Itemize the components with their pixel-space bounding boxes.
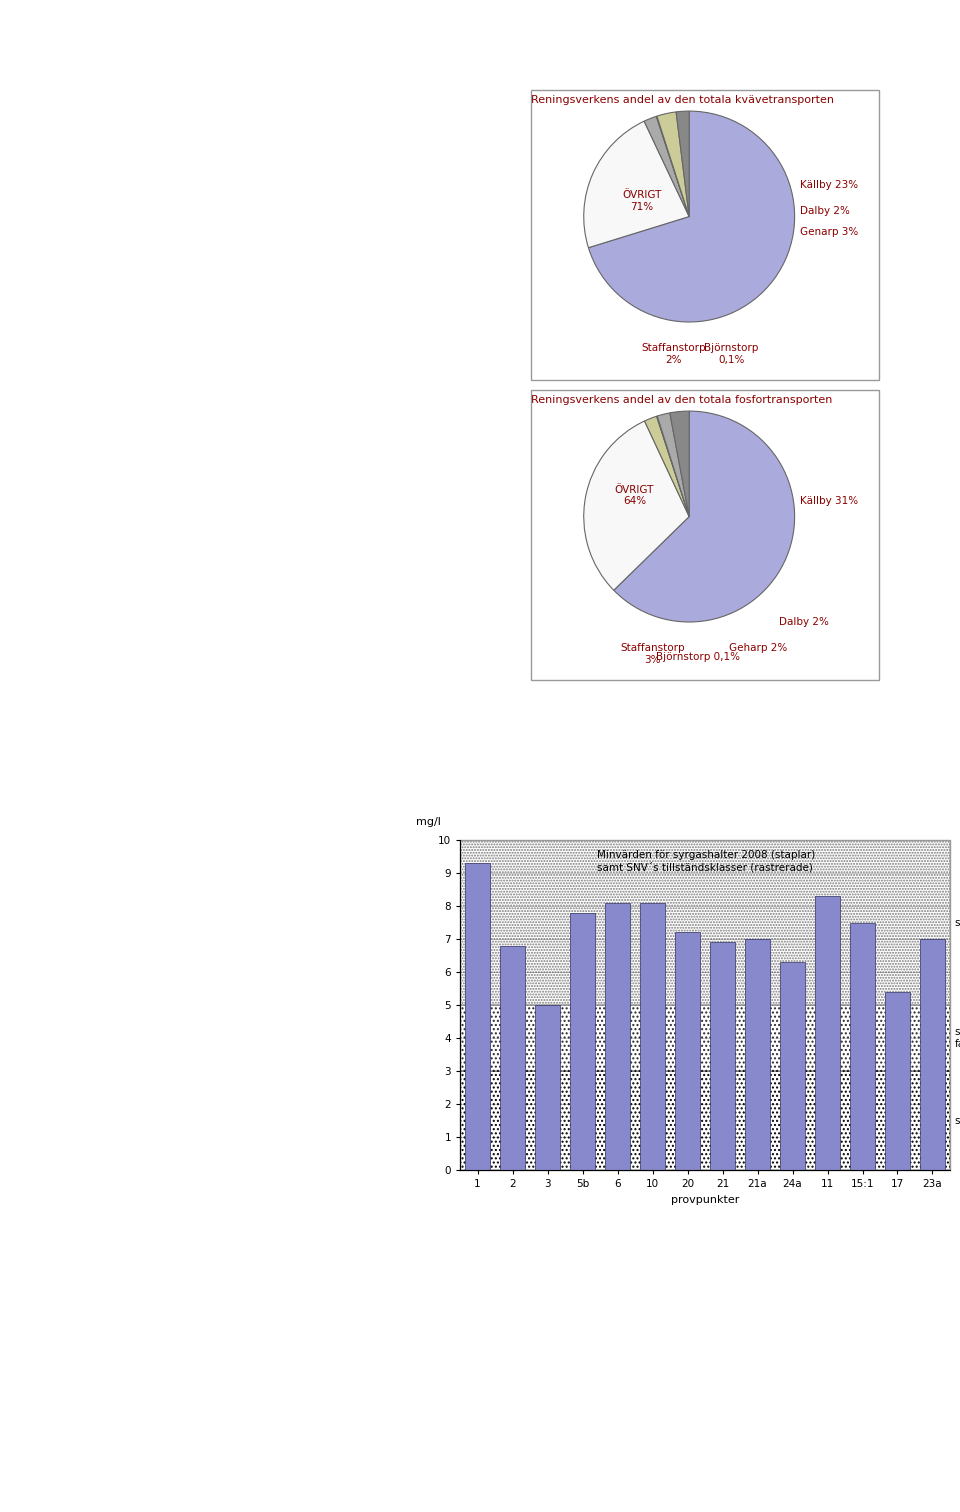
Wedge shape	[657, 416, 689, 517]
Bar	[710, 942, 734, 1170]
Bar	[466, 863, 490, 1170]
Text: Staffanstorp
3%: Staffanstorp 3%	[620, 643, 684, 665]
Text: mg/l: mg/l	[416, 816, 441, 827]
Bar	[460, 1070, 950, 1170]
Text: svagt: svagt	[955, 918, 960, 927]
Bar	[885, 992, 910, 1170]
Bar	[570, 913, 595, 1170]
Text: Geharp 2%: Geharp 2%	[729, 643, 787, 653]
Wedge shape	[613, 411, 795, 621]
Wedge shape	[584, 121, 689, 248]
Wedge shape	[584, 420, 689, 590]
Bar	[460, 1070, 950, 1137]
X-axis label: provpunkter: provpunkter	[671, 1194, 739, 1205]
Wedge shape	[588, 110, 795, 322]
Text: syrefritt: syrefritt	[955, 1116, 960, 1125]
Text: Minvärden för syrgashalter 2008 (staplar)
samt SNV´s tillständsklasser (rastrera: Minvärden för syrgashalter 2008 (staplar…	[597, 850, 815, 872]
Wedge shape	[658, 413, 689, 517]
Bar	[536, 1005, 560, 1170]
Bar	[780, 962, 804, 1170]
Wedge shape	[644, 416, 689, 517]
Text: Källby 23%: Källby 23%	[800, 180, 858, 191]
Text: Dalby 2%: Dalby 2%	[779, 617, 828, 627]
Bar	[460, 841, 950, 1005]
Bar	[675, 933, 700, 1170]
Text: ÖVRIGT
71%: ÖVRIGT 71%	[622, 191, 661, 212]
Bar	[815, 897, 840, 1170]
Bar	[500, 945, 525, 1170]
Bar	[921, 939, 945, 1170]
Text: Staffanstorp
2%: Staffanstorp 2%	[641, 343, 706, 364]
Bar	[605, 903, 630, 1170]
Text: Björnstorp 0,1%: Björnstorp 0,1%	[656, 652, 739, 662]
Wedge shape	[670, 411, 689, 517]
Bar	[460, 1137, 950, 1170]
Text: Källby 31%: Källby 31%	[800, 496, 858, 505]
Wedge shape	[657, 116, 689, 216]
Wedge shape	[644, 116, 689, 216]
Text: Björnstorp
0,1%: Björnstorp 0,1%	[705, 343, 758, 364]
Bar	[460, 1005, 950, 1070]
Text: Dalby 2%: Dalby 2%	[800, 206, 850, 216]
Bar	[745, 939, 770, 1170]
Wedge shape	[657, 112, 689, 216]
Text: Reningsverkens andel av den totala kvävetransporten: Reningsverkens andel av den totala kväve…	[531, 95, 834, 106]
Wedge shape	[676, 110, 689, 216]
Bar	[640, 903, 664, 1170]
Text: Genarp 3%: Genarp 3%	[800, 227, 858, 237]
Text: Reningsverkens andel av den totala fosfortransporten: Reningsverkens andel av den totala fosfo…	[531, 395, 832, 405]
Text: syre-
fattigt: syre- fattigt	[955, 1027, 960, 1049]
Text: ÖVRIGT
64%: ÖVRIGT 64%	[614, 485, 654, 507]
Bar	[851, 922, 875, 1170]
